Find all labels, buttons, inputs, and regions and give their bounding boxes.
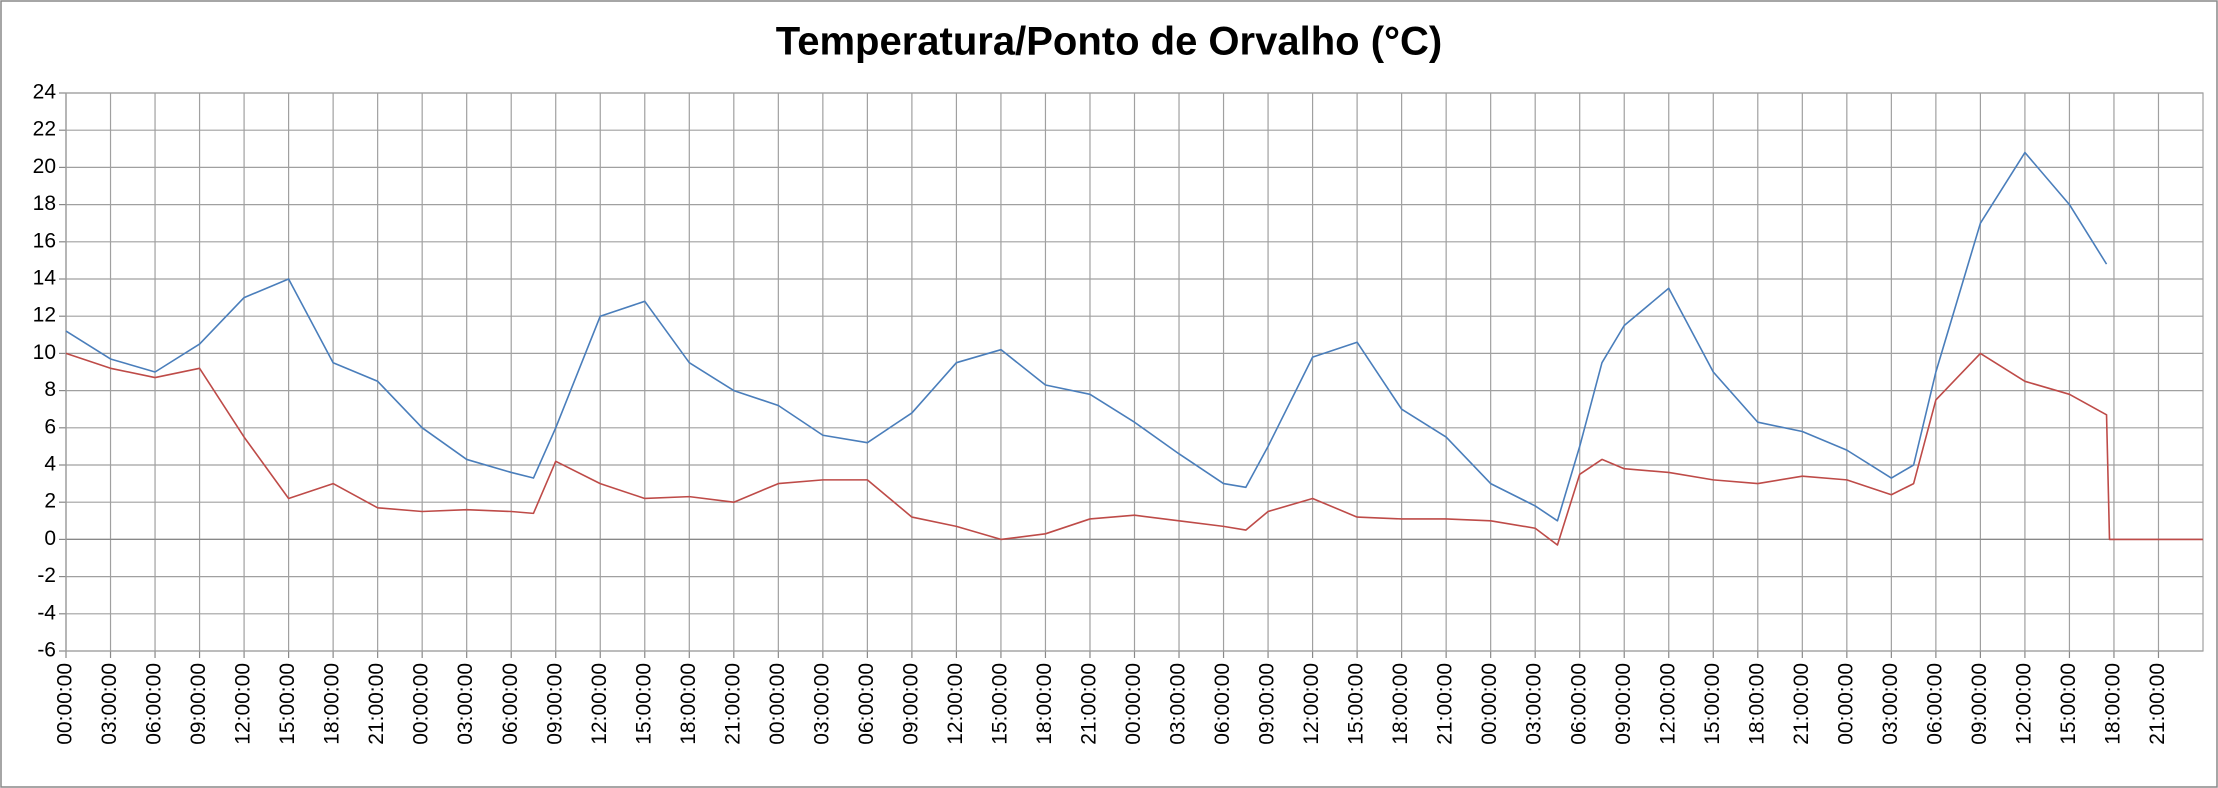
x-tick-label: 09:00:00	[543, 663, 566, 745]
y-tick-label: 20	[33, 155, 56, 178]
y-tick-label: 4	[44, 453, 56, 476]
y-tick-label: 0	[44, 527, 56, 550]
x-tick-label: 09:00:00	[187, 663, 210, 745]
y-tick-label: 10	[33, 341, 56, 364]
x-tick-label: 09:00:00	[1256, 663, 1279, 745]
x-tick-label: 03:00:00	[454, 663, 477, 745]
x-tick-label: 00:00:00	[1122, 663, 1145, 745]
y-tick-label: -4	[37, 601, 56, 624]
x-tick-label: 06:00:00	[1211, 663, 1234, 745]
x-tick-label: 06:00:00	[1923, 663, 1946, 745]
x-tick-label: 18:00:00	[1033, 663, 1056, 745]
x-tick-label: 21:00:00	[2146, 663, 2169, 745]
x-tick-label: 21:00:00	[1434, 663, 1457, 745]
x-tick-label: 12:00:00	[1300, 663, 1323, 745]
x-tick-label: 00:00:00	[766, 663, 789, 745]
y-tick-label: -6	[37, 639, 56, 662]
x-tick-label: 09:00:00	[899, 663, 922, 745]
x-tick-label: 03:00:00	[98, 663, 121, 745]
y-tick-label: 12	[33, 304, 56, 327]
x-tick-label: 03:00:00	[810, 663, 833, 745]
x-tick-label: 03:00:00	[1167, 663, 1190, 745]
chart-title: Temperatura/Ponto de Orvalho (°C)	[776, 20, 1442, 64]
y-tick-label: -2	[37, 564, 56, 587]
x-tick-label: 00:00:00	[1478, 663, 1501, 745]
plot-border	[65, 92, 2204, 652]
x-tick-label: 21:00:00	[365, 663, 388, 745]
y-tick-label: 16	[33, 229, 56, 252]
x-tick-label: 03:00:00	[1879, 663, 1902, 745]
y-tick-label: 22	[33, 118, 56, 141]
x-tick-label: 12:00:00	[232, 663, 255, 745]
y-tick-label: 14	[33, 267, 57, 290]
x-tick-label: 15:00:00	[1345, 663, 1368, 745]
x-tick-label: 18:00:00	[1745, 663, 1768, 745]
x-tick-label: 15:00:00	[632, 663, 655, 745]
x-tick-label: 15:00:00	[988, 663, 1011, 745]
series-line	[65, 151, 2108, 522]
x-tick-label: 06:00:00	[855, 663, 878, 745]
x-tick-label: 21:00:00	[1078, 663, 1101, 745]
x-tick-label: 12:00:00	[2012, 663, 2035, 745]
x-tick-label: 12:00:00	[944, 663, 967, 745]
x-tick-label: 09:00:00	[1612, 663, 1635, 745]
series-line	[65, 352, 2203, 546]
x-tick-label: 06:00:00	[499, 663, 522, 745]
x-tick-label: 21:00:00	[721, 663, 744, 745]
x-tick-label: 00:00:00	[1834, 663, 1857, 745]
y-tick-label: 6	[44, 415, 56, 438]
y-tick-label: 2	[44, 490, 56, 513]
x-tick-label: 15:00:00	[276, 663, 299, 745]
x-tick-label: 15:00:00	[1701, 663, 1724, 745]
x-tick-label: 18:00:00	[1389, 663, 1412, 745]
x-tick-label: 15:00:00	[2057, 663, 2080, 745]
x-tick-label: 21:00:00	[1790, 663, 1813, 745]
x-tick-label: 06:00:00	[143, 663, 166, 745]
x-tick-label: 12:00:00	[1656, 663, 1679, 745]
x-tick-label: 06:00:00	[1567, 663, 1590, 745]
y-tick-label: 24	[33, 81, 57, 104]
y-tick-label: 8	[44, 378, 56, 401]
y-tick-label: 18	[33, 192, 56, 215]
x-tick-label: 18:00:00	[2102, 663, 2125, 745]
x-tick-label: 00:00:00	[54, 663, 77, 745]
x-tick-label: 18:00:00	[677, 663, 700, 745]
x-tick-label: 09:00:00	[1968, 663, 1991, 745]
x-tick-label: 03:00:00	[1523, 663, 1546, 745]
x-tick-label: 18:00:00	[321, 663, 344, 745]
x-tick-label: 12:00:00	[588, 663, 611, 745]
x-tick-label: 00:00:00	[410, 663, 433, 745]
